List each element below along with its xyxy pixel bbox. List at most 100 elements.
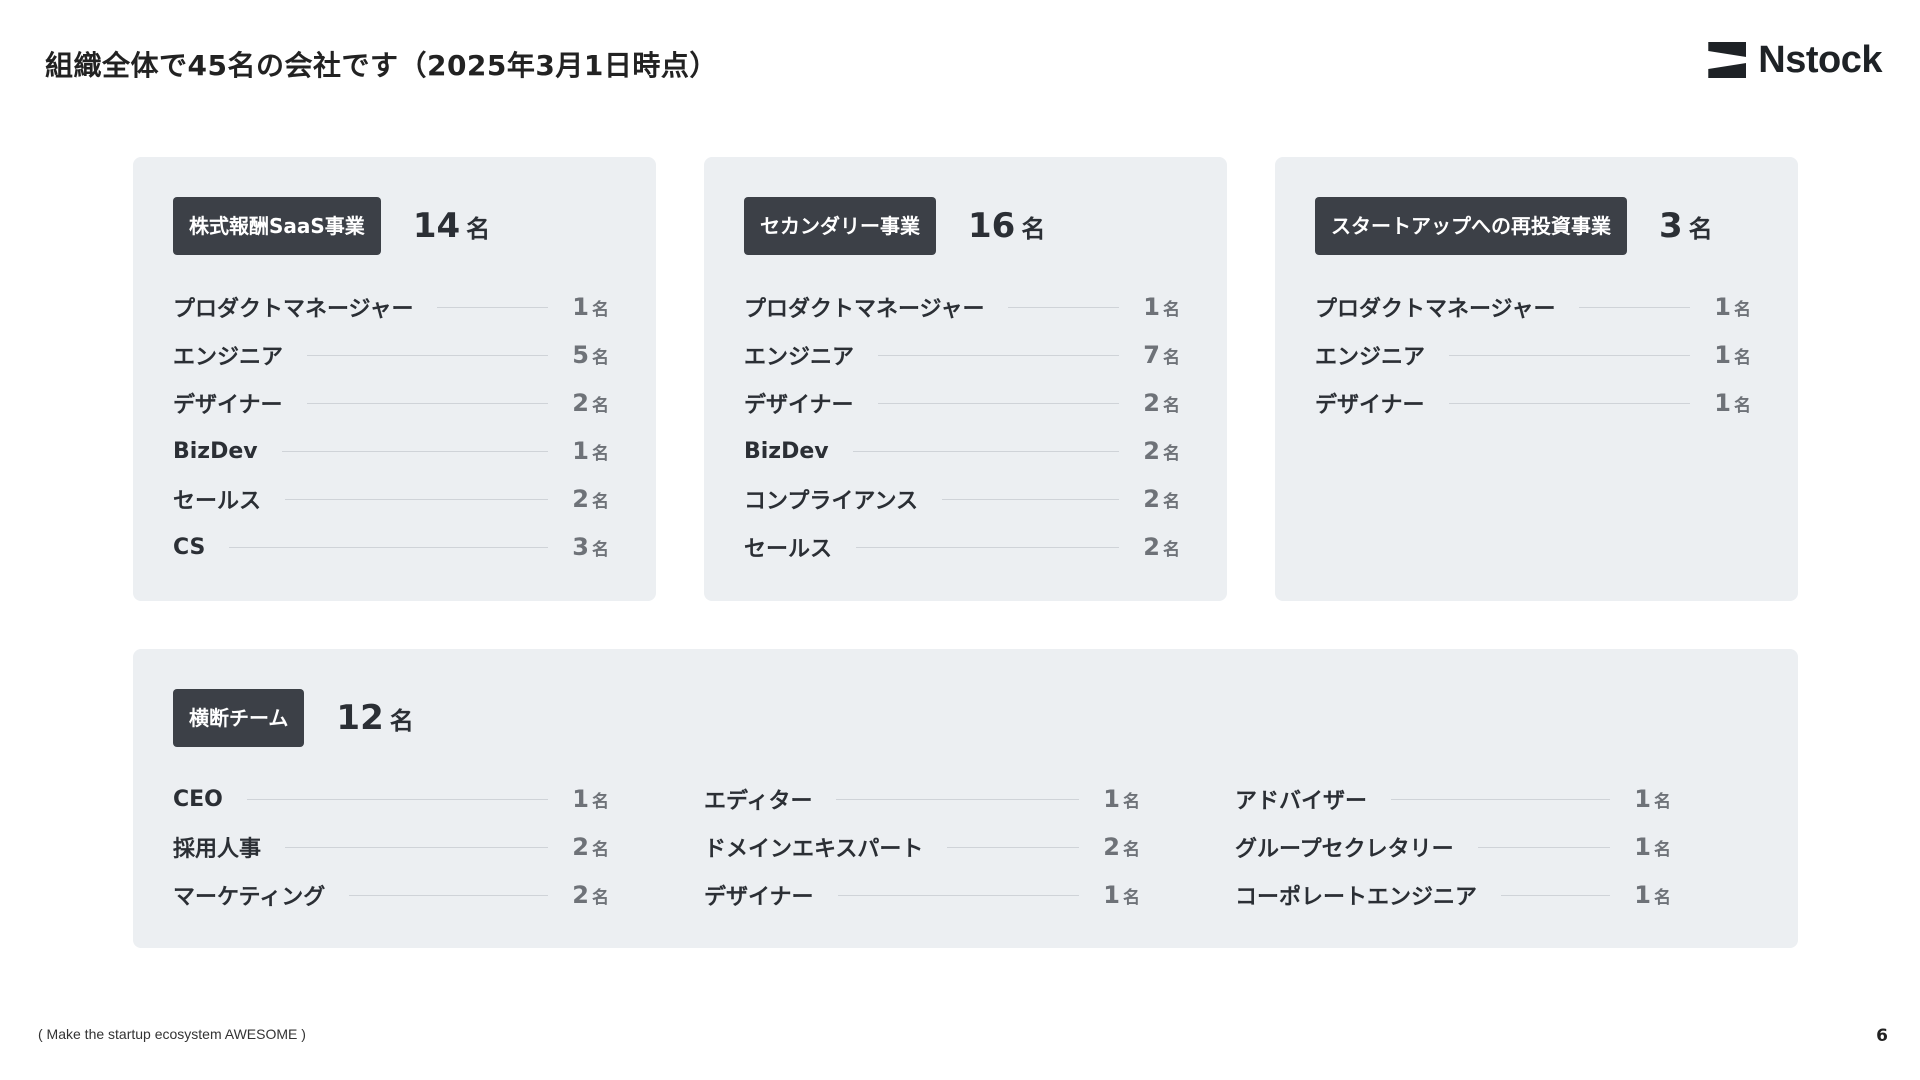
- leader-line: [878, 354, 1120, 356]
- card-cross-team: 横断チーム 12 名 CEO 1 名採用人事 2 名マーケティング 2 名 エディター 1 名ドメ…: [133, 649, 1798, 948]
- role-label: マーケティング: [173, 885, 326, 910]
- role-label: BizDev: [744, 438, 829, 464]
- card-total: 12 名: [336, 698, 414, 738]
- member-row: プロダクトマネージャー 1 名: [173, 283, 609, 331]
- member-row: コンプライアンス 2 名: [744, 475, 1180, 523]
- card-saas: 株式報酬SaaS事業 14 名 プロダクトマネージャー 1 名エンジニア 5 名デザイナー…: [133, 157, 656, 601]
- nstock-logo: Nstock: [1708, 39, 1882, 81]
- page-title: 組織全体で45名の会社です（2025年3月1日時点）: [45, 49, 718, 82]
- leader-line: [852, 450, 1120, 452]
- member-row: BizDev 2 名: [744, 427, 1180, 475]
- role-label: セールス: [173, 489, 262, 514]
- role-label: BizDev: [173, 438, 258, 464]
- nstock-logo-icon: [1708, 42, 1747, 78]
- role-label: エンジニア: [173, 345, 284, 370]
- role-label: ドメインエキスパート: [704, 837, 924, 862]
- role-label: CEO: [173, 786, 223, 812]
- card-secondary: セカンダリー事業 16 名 プロダクトマネージャー 1 名エンジニア 7 名デザイナー 2 名…: [704, 157, 1227, 601]
- leader-line: [1501, 894, 1611, 896]
- role-label: アドバイザー: [1235, 789, 1368, 814]
- card-tag: 横断チーム: [173, 689, 305, 747]
- role-label: デザイナー: [704, 885, 814, 910]
- role-label: セールス: [744, 537, 833, 562]
- member-row: デザイナー 1 名: [1315, 379, 1751, 427]
- leader-line: [1579, 306, 1691, 308]
- role-label: エディター: [704, 789, 813, 814]
- member-row: アドバイザー 1 名: [1235, 775, 1671, 823]
- leader-line: [942, 498, 1120, 500]
- card-tag: セカンダリー事業: [744, 197, 936, 255]
- member-row: ドメインエキスパート 2 名: [704, 823, 1140, 871]
- member-list: プロダクトマネージャー 1 名エンジニア 1 名デザイナー 1 名: [1315, 283, 1751, 427]
- member-row: コーポレートエンジニア 1 名: [1235, 871, 1671, 919]
- role-label: グループセクレタリー: [1235, 837, 1454, 862]
- member-list: エディター 1 名ドメインエキスパート 2 名デザイナー 1 名: [704, 775, 1140, 919]
- card-tag: 株式報酬SaaS事業: [173, 197, 381, 255]
- member-row: デザイナー 1 名: [704, 871, 1140, 919]
- role-label: エンジニア: [744, 345, 855, 370]
- role-label: プロダクトマネージャー: [1315, 297, 1556, 322]
- leader-line: [246, 798, 549, 800]
- leader-line: [285, 846, 549, 848]
- member-row: CEO 1 名: [173, 775, 609, 823]
- member-row: プロダクトマネージャー 1 名: [1315, 283, 1751, 331]
- role-label: デザイナー: [1315, 393, 1425, 418]
- card-tag: スタートアップへの再投資事業: [1315, 197, 1627, 255]
- leader-line: [856, 546, 1120, 548]
- leader-line: [349, 894, 549, 896]
- member-row: プロダクトマネージャー 1 名: [744, 283, 1180, 331]
- leader-line: [1449, 354, 1691, 356]
- leader-line: [837, 894, 1080, 896]
- leader-line: [229, 546, 549, 548]
- member-row: 採用人事 2 名: [173, 823, 609, 871]
- card-total: 16 名: [968, 206, 1046, 246]
- member-row: デザイナー 2 名: [173, 379, 609, 427]
- role-label: プロダクトマネージャー: [744, 297, 985, 322]
- leader-line: [281, 450, 549, 452]
- leader-line: [1448, 402, 1691, 404]
- role-label: CS: [173, 534, 206, 560]
- leader-line: [947, 846, 1080, 848]
- member-row: CS 3 名: [173, 523, 609, 571]
- role-label: デザイナー: [744, 393, 854, 418]
- role-label: プロダクトマネージャー: [173, 297, 414, 322]
- card-total: 14 名: [412, 206, 491, 246]
- member-row: セールス 2 名: [744, 523, 1180, 571]
- member-row: エンジニア 1 名: [1315, 331, 1751, 379]
- member-row: マーケティング 2 名: [173, 871, 609, 919]
- member-row: エンジニア 5 名: [173, 331, 609, 379]
- leader-line: [877, 402, 1120, 404]
- role-label: 採用人事: [173, 837, 262, 862]
- leader-line: [306, 402, 549, 404]
- leader-line: [437, 306, 549, 308]
- member-list: プロダクトマネージャー 1 名エンジニア 7 名デザイナー 2 名 BizDev 2 名コンプライ…: [744, 283, 1180, 571]
- member-row: デザイナー 2 名: [744, 379, 1180, 427]
- member-row: BizDev 1 名: [173, 427, 609, 475]
- member-list: プロダクトマネージャー 1 名エンジニア 5 名デザイナー 2 名 BizDev 1 名セールス 2…: [173, 283, 609, 571]
- leader-line: [1391, 798, 1611, 800]
- member-row: エンジニア 7 名: [744, 331, 1180, 379]
- member-list: CEO 1 名採用人事 2 名マーケティング 2 名: [173, 775, 609, 919]
- leader-line: [1008, 306, 1120, 308]
- member-list: アドバイザー 1 名グループセクレタリー 1 名コーポレートエンジニア 1 名: [1235, 775, 1671, 919]
